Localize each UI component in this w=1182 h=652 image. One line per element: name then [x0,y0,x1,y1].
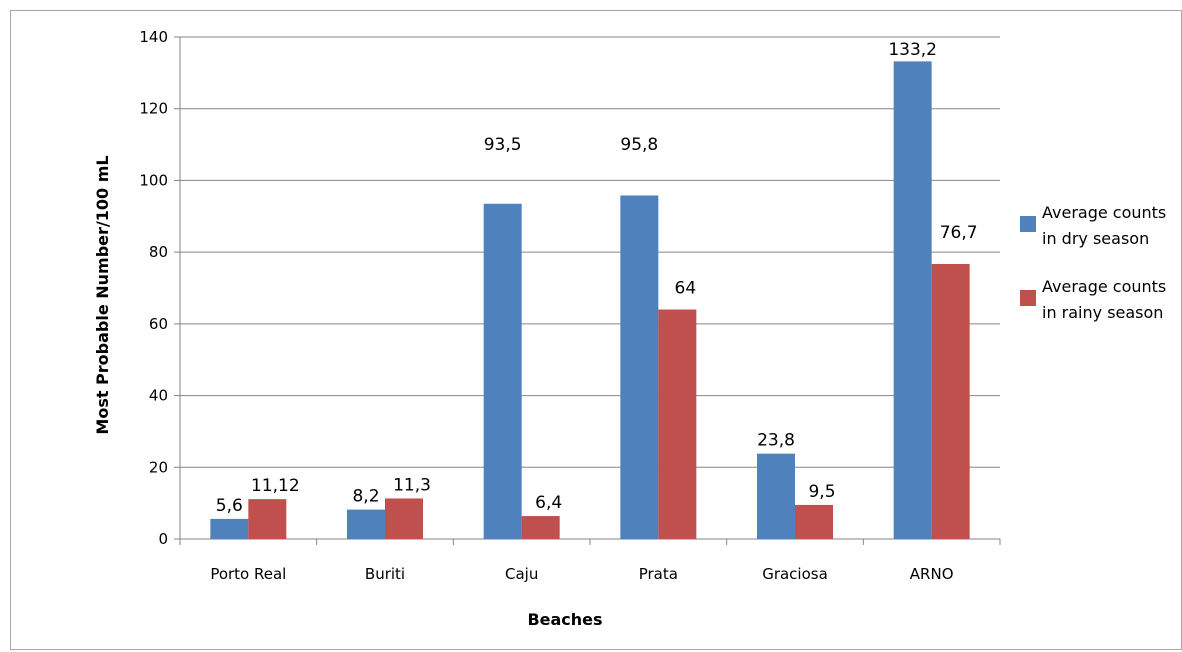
bar-rainy [931,263,970,539]
bar-dry [483,203,522,539]
bar-rainy [521,516,560,539]
legend-label-rainy: Average counts in rainy season [1042,277,1167,322]
data-label: 5,6 [216,496,243,516]
data-label: 95,8 [620,135,658,155]
y-tick-label: 0 [158,530,168,548]
bar-dry [620,195,659,539]
tick-labels: 0 20 40 60 80 100 120 140 Porto Real Buriti Caju Pr… [139,28,953,583]
y-tick-label: 140 [139,28,168,46]
bar-rainy [658,309,697,539]
x-tick-label: Buriti [365,565,405,583]
chart-area [10,10,1182,650]
bar-dry [347,509,385,539]
bar-dry [210,518,249,539]
x-tick-label: Porto Real [210,565,286,583]
legend-swatch-dry [1020,216,1036,232]
bar-rainy [795,504,833,539]
y-axis-title: Most Probable Number/100 mL [93,155,112,434]
y-tick-label: 80 [149,243,168,261]
data-label: 11,3 [393,475,431,495]
data-label: 23,8 [757,431,795,451]
legend: Average counts in dry season Average cou… [1020,200,1182,348]
data-label: 9,5 [808,482,835,502]
x-tick-label: Graciosa [762,565,828,583]
bars [210,61,970,539]
y-tick-label: 60 [149,315,168,333]
data-labels: 5,6 11,12 8,2 11,3 93,5 6,4 95,8 64 23,8 9,5 133,2… [216,40,978,516]
bar-dry [757,453,795,539]
data-label: 93,5 [484,135,522,155]
data-label: 8,2 [352,487,379,507]
x-tick-label: Caju [505,565,538,583]
legend-label-dry: Average counts in dry season [1042,203,1167,248]
axes [174,36,1001,545]
data-label: 6,4 [535,493,562,513]
bar-rainy [248,499,287,539]
y-tick-label: 100 [139,171,168,189]
data-label: 76,7 [940,223,978,243]
legend-item-rainy: Average counts in rainy season [1020,274,1182,326]
y-tick-label: 40 [149,387,168,405]
y-tick-label: 20 [149,458,168,476]
x-tick-label: Prata [639,565,678,583]
x-tick-label: ARNO [910,565,954,583]
data-label: 133,2 [888,40,937,60]
legend-item-dry: Average counts in dry season [1020,200,1182,252]
bar-dry [893,61,932,539]
x-axis-title: Beaches [527,610,602,629]
y-tick-label: 120 [139,100,168,118]
bar-rainy [385,498,423,539]
legend-swatch-rainy [1020,290,1036,306]
gridlines [180,36,1000,468]
data-label: 64 [675,278,697,298]
data-label: 11,12 [251,476,300,496]
